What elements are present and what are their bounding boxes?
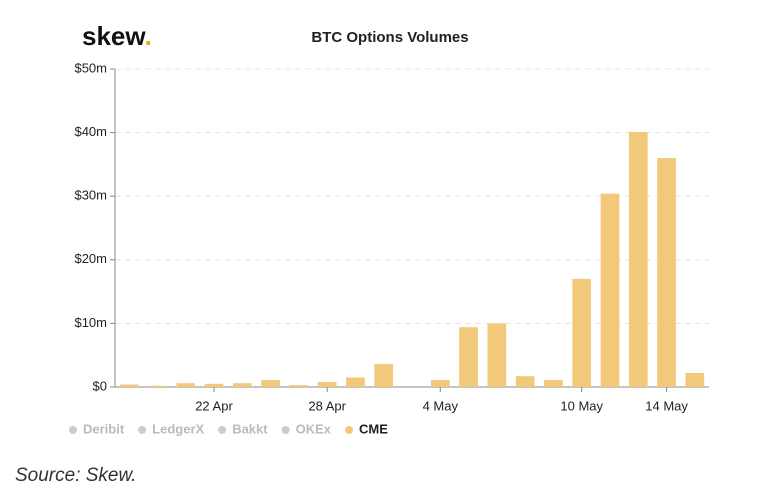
bar (657, 158, 676, 387)
y-tick-label: $10m (74, 315, 107, 330)
bar (148, 385, 167, 387)
bar (204, 383, 224, 387)
legend-label: Deribit (83, 421, 125, 436)
chart-title: BTC Options Volumes (311, 29, 468, 46)
bar (572, 278, 592, 387)
bar (628, 131, 648, 387)
legend-label: Bakkt (232, 421, 268, 436)
legend-label: CME (359, 421, 388, 436)
x-tick-label: 10 May (560, 398, 603, 413)
bar (232, 383, 252, 387)
bar (600, 193, 620, 387)
bar (430, 380, 450, 387)
bar (544, 380, 563, 387)
logo: skew. (82, 21, 152, 51)
legend-swatch (345, 426, 354, 434)
logo-text: skew (82, 21, 146, 51)
bar (685, 373, 705, 387)
logo-dot: . (145, 21, 152, 51)
bar (374, 364, 394, 387)
x-tick-label: 22 Apr (195, 398, 233, 413)
y-tick-label: $0 (93, 378, 107, 393)
bar (346, 377, 365, 387)
legend-label: LedgerX (152, 421, 204, 436)
legend-swatch (281, 426, 290, 434)
bar (176, 383, 196, 387)
legend-label: OKEx (296, 421, 332, 436)
bar (459, 327, 478, 387)
bar (261, 380, 280, 387)
bar (289, 385, 309, 387)
source-caption: Source: Skew. (15, 465, 137, 486)
x-tick-label: 4 May (423, 398, 459, 413)
bar (317, 381, 337, 387)
legend-swatch (138, 426, 147, 434)
chart: skew. BTC Options Volumes $0 $10m $20m $30m… (69, 21, 709, 436)
x-tick-label: 28 Apr (308, 398, 346, 413)
legend-swatch (218, 426, 227, 434)
y-tick-label: $40m (74, 124, 107, 139)
y-tick-label: $30m (74, 188, 107, 203)
y-tick-label: $20m (74, 251, 107, 266)
bar (515, 376, 535, 387)
bar (487, 323, 507, 387)
legend-swatch (69, 426, 77, 434)
bar (119, 384, 139, 387)
y-tick-label: $50m (74, 60, 107, 75)
x-tick-label: 14 May (645, 398, 688, 413)
